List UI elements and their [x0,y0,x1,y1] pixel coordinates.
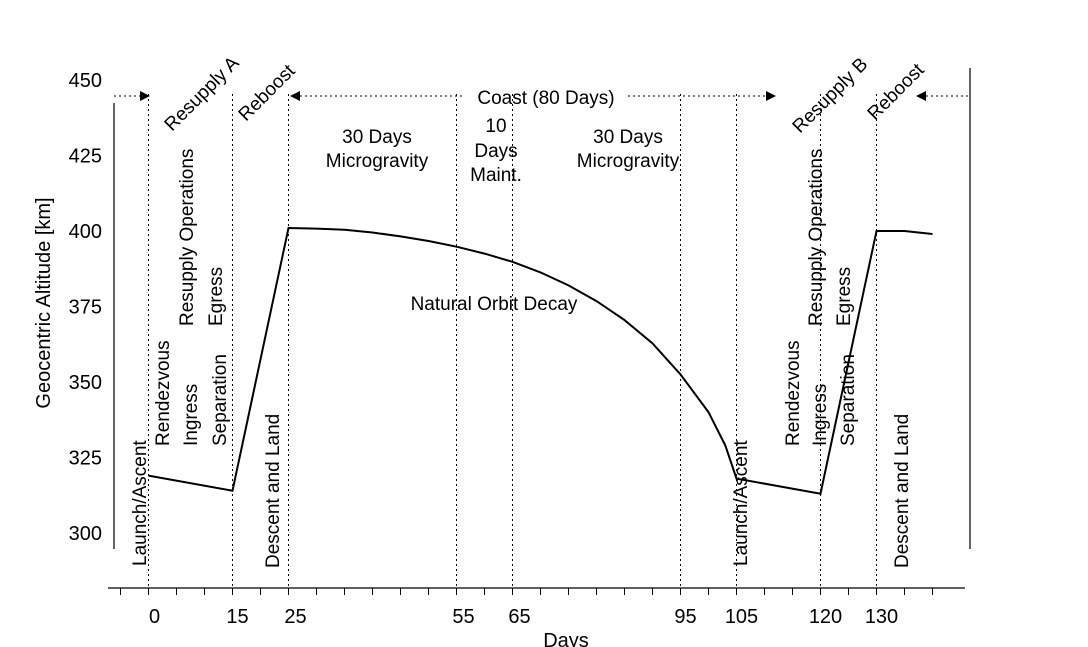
egress-1-label: Egress [206,267,227,326]
arrow-left-head [140,91,150,101]
microgravity-1-line1: 30 Days [342,127,412,148]
resupply-operations-2-label: Resupply Operations [806,149,827,326]
x-tick-label: 0 [149,606,160,628]
resupply-a-label: Resupply A [161,52,244,135]
phase-boundary-lines [148,94,877,588]
y-axis-title: Geocentric Altitude [km] [33,197,55,408]
microgravity-2-line2: Microgravity [577,151,680,172]
microgravity-1-line2: Microgravity [326,151,429,172]
y-tick-label: 325 [69,448,102,470]
x-tick-label: 25 [284,606,306,628]
x-tick-label: 55 [452,606,474,628]
ingress-1-label: Ingress [181,384,202,446]
coast-arrowhead-left [290,91,300,101]
orbit-decay-label: Natural Orbit Decay [411,294,578,315]
microgravity-2-line1: 30 Days [593,127,663,148]
maintenance-line3: Maint. [470,165,522,186]
descent-land-1-label: Descent and Land [263,414,284,568]
y-tick-labels: 300 325 350 375 400 425 450 [69,70,102,545]
x-tick-label: 15 [226,606,248,628]
coast-label: Coast (80 Days) [477,88,614,109]
rendezvous-1-label: Rendezvous [153,340,174,446]
launch-ascent-1-label: Launch/Ascent [130,440,151,566]
rendezvous-2-label: Rendezvous [783,340,804,446]
orbit-altitude-series [148,226,933,495]
separation-1-label: Separation [210,354,231,446]
launch-ascent-2-label: Launch/Ascent [731,440,752,566]
reboost-1-label: Reboost [235,60,300,125]
x-tick-label: 95 [674,606,696,628]
separation-2-label: Separation [838,354,859,446]
arrow-right-head [916,91,926,101]
x-tick-labels: 0 15 25 55 65 95 105 120 130 [149,606,898,628]
x-tick-label: 65 [508,606,530,628]
coast-arrowhead-right [766,91,776,101]
egress-2-label: Egress [834,267,855,326]
x-tick-label: 130 [865,606,898,628]
x-minor-ticks [120,588,933,595]
y-tick-label: 300 [69,523,102,545]
resupply-operations-1-label: Resupply Operations [177,149,198,326]
ingress-2-label: Ingress [810,384,831,446]
y-tick-label: 350 [69,372,102,394]
resupply-b-label: Resupply B [789,54,873,138]
maintenance-line1: 10 [485,116,506,137]
reboost-2-label: Reboost [864,59,929,124]
x-tick-label: 120 [809,606,842,628]
y-tick-label: 425 [69,146,102,168]
y-tick-label: 400 [69,221,102,243]
x-tick-label: 105 [725,606,758,628]
x-axis-title: Days [543,630,589,647]
maintenance-line2: Days [474,141,517,162]
y-tick-label: 450 [69,70,102,92]
y-tick-label: 375 [69,297,102,319]
descent-land-2-label: Descent and Land [892,414,913,568]
